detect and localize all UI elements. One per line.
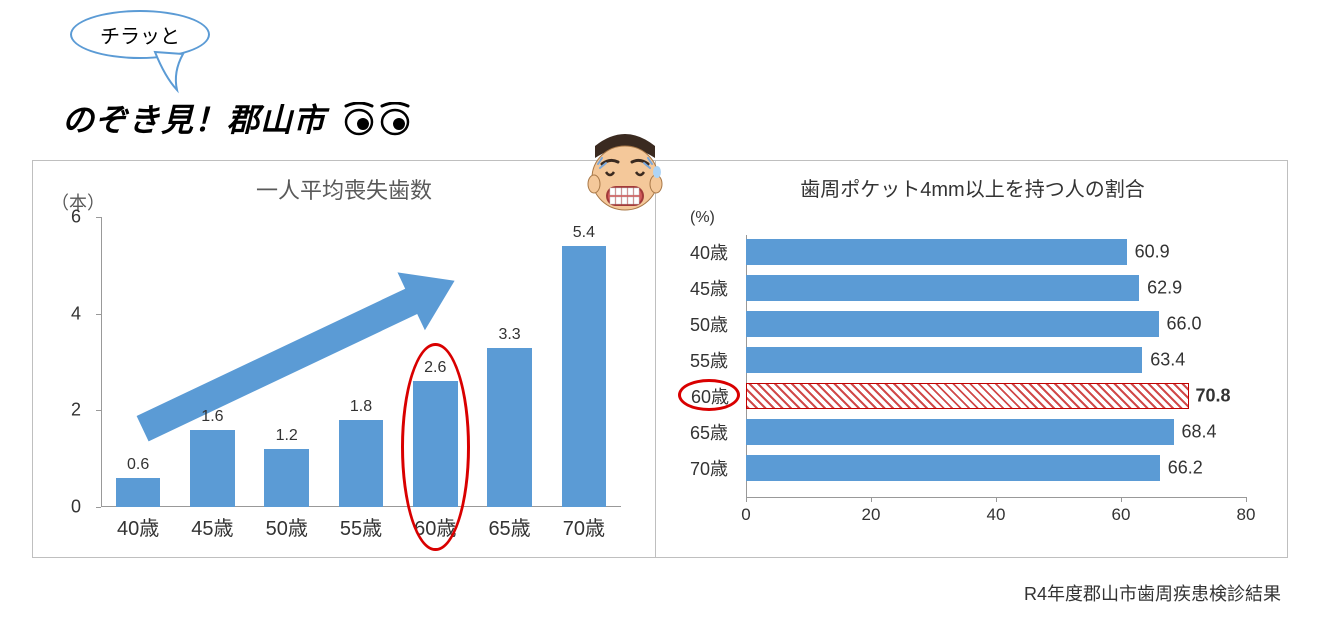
right-bar-value: 70.8 [1196, 386, 1231, 407]
right-bar: 66.270歳 [746, 455, 1160, 481]
right-ycat-label: 40歳 [690, 239, 728, 265]
right-bar: 62.945歳 [746, 275, 1139, 301]
right-ycat-label: 50歳 [690, 311, 728, 337]
left-ytick-mark [96, 410, 101, 411]
left-bar-value: 5.4 [562, 224, 607, 242]
left-chart-title: 一人平均喪失歯数 [33, 173, 655, 205]
right-xtick-mark [1246, 497, 1247, 502]
left-xcat-label: 50歳 [250, 512, 324, 541]
eyes-icon [342, 102, 412, 144]
charts-container: 一人平均喪失歯数 （本） 02460.640歳1.645歳1.250歳1.855… [32, 160, 1288, 558]
left-bar: 0.6 [116, 478, 161, 507]
left-xcat-label: 55歳 [324, 512, 398, 541]
right-ycat-label: 55歳 [690, 347, 728, 373]
right-bar-value: 68.4 [1182, 422, 1217, 443]
left-xcat-label: 65歳 [472, 512, 546, 541]
right-xtick-label: 80 [1237, 505, 1256, 525]
right-xtick-mark [1121, 497, 1122, 502]
right-xtick-label: 0 [741, 505, 750, 525]
right-x-unit: (%) [690, 209, 715, 227]
left-bar: 1.8 [339, 420, 384, 507]
right-chart-title: 歯周ポケット4mm以上を持つ人の割合 [656, 173, 1289, 202]
right-xtick-label: 20 [862, 505, 881, 525]
left-xcat-label: 45歳 [175, 512, 249, 541]
right-xtick-mark [871, 497, 872, 502]
left-ytick-mark [96, 314, 101, 315]
left-bar-value: 1.8 [339, 398, 384, 416]
left-bar: 5.4 [562, 246, 607, 507]
left-bar-value: 1.6 [190, 408, 235, 426]
right-bar-value: 66.2 [1168, 458, 1203, 479]
left-ytick-label: 0 [71, 497, 81, 518]
right-ycat-label: 70歳 [690, 455, 728, 481]
left-xcat-label: 40歳 [101, 512, 175, 541]
left-chart: 一人平均喪失歯数 （本） 02460.640歳1.645歳1.250歳1.855… [33, 161, 655, 559]
left-ytick-mark [96, 217, 101, 218]
right-plot-area: 60.940歳62.945歳66.050歳63.455歳70.860歳68.46… [746, 235, 1246, 515]
left-bar: 3.3 [487, 348, 532, 508]
right-bar: 68.465歳 [746, 419, 1174, 445]
right-ycat-label: 65歳 [690, 419, 728, 445]
left-ytick-mark [96, 507, 101, 508]
right-bar: 63.455歳 [746, 347, 1142, 373]
right-xtick-label: 60 [1112, 505, 1131, 525]
left-plot-area: 02460.640歳1.645歳1.250歳1.855歳2.660歳3.365歳… [101, 217, 621, 507]
right-highlight-oval [678, 379, 740, 411]
right-bar-value: 66.0 [1167, 314, 1202, 335]
face-icon [580, 128, 670, 218]
right-ycat-label: 45歳 [690, 275, 728, 301]
right-bar-value: 60.9 [1135, 242, 1170, 263]
footer-note: R4年度郡山市歯周疾患検診結果 [1024, 580, 1281, 606]
left-xcat-label: 70歳 [547, 512, 621, 541]
left-bar-value: 1.2 [264, 427, 309, 445]
left-bar-value: 0.6 [116, 456, 161, 474]
page-title: のぞき見！郡山市 [62, 95, 412, 144]
right-bar-value: 63.4 [1150, 350, 1185, 371]
right-xtick-mark [746, 497, 747, 502]
left-ytick-label: 6 [71, 207, 81, 228]
left-bar: 1.6 [190, 430, 235, 507]
left-bar: 1.2 [264, 449, 309, 507]
title-text: のぞき見！郡山市 [62, 102, 326, 138]
left-ytick-label: 4 [71, 303, 81, 324]
left-ytick-label: 2 [71, 400, 81, 421]
right-chart: 歯周ポケット4mm以上を持つ人の割合 (%) 60.940歳62.945歳66.… [656, 161, 1289, 559]
right-bar: 70.860歳 [746, 383, 1189, 409]
right-xtick-mark [996, 497, 997, 502]
left-bar-value: 3.3 [487, 326, 532, 344]
right-bar: 66.050歳 [746, 311, 1159, 337]
right-xtick-label: 40 [987, 505, 1006, 525]
right-bar: 60.940歳 [746, 239, 1127, 265]
left-highlight-oval [401, 343, 470, 551]
speech-bubble-text: チラッと [100, 26, 180, 48]
right-bar-value: 62.9 [1147, 278, 1182, 299]
